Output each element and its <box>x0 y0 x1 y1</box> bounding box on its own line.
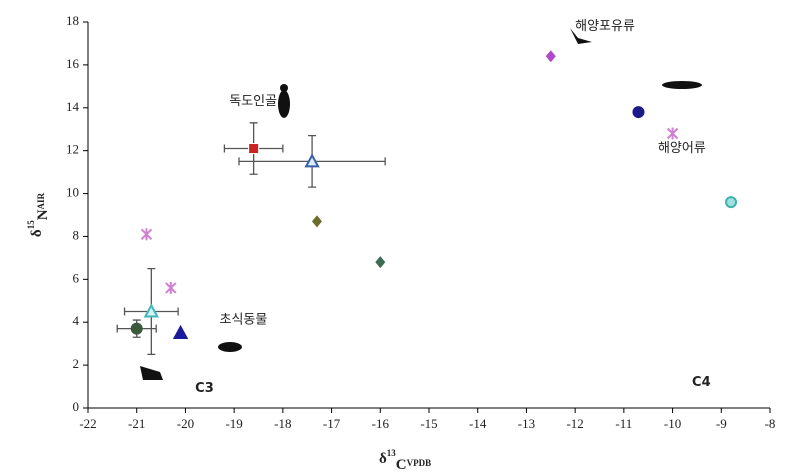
x-axis-title-part: 13 <box>387 448 397 458</box>
boar-icon <box>218 342 242 352</box>
x-tick-label: -22 <box>79 416 96 431</box>
y-tick-label: 16 <box>66 56 80 71</box>
point <box>725 196 738 209</box>
x-tick-label: -9 <box>716 416 727 431</box>
point <box>248 143 260 155</box>
fish-icon <box>662 81 702 89</box>
y-tick-label: 2 <box>73 356 80 371</box>
x-tick-label: -16 <box>372 416 390 431</box>
x-axis-title: δ13CVPDB <box>379 448 431 473</box>
annotation: C4 <box>692 375 711 390</box>
seal-icon <box>570 28 592 44</box>
x-axis-title-part: δ <box>379 451 387 467</box>
x-axis-title-part: VPDB <box>407 458 432 468</box>
annotation: 해양어류 <box>658 141 706 156</box>
y-tick-label: 6 <box>73 270 80 285</box>
x-tick-label: -10 <box>664 416 681 431</box>
y-tick-label: 8 <box>73 227 80 242</box>
y-tick-label: 12 <box>66 142 79 157</box>
y-axis-title: δ15NAIR <box>26 192 51 237</box>
x-tick-label: -21 <box>128 416 145 431</box>
y-axis-title-part: δ <box>29 229 45 237</box>
x-axis-title-part: C <box>396 457 407 473</box>
x-tick-label: -8 <box>765 416 776 431</box>
point <box>172 324 189 339</box>
x-tick-label: -19 <box>225 416 242 431</box>
point <box>140 228 153 241</box>
human-head-icon <box>280 84 288 92</box>
point <box>375 256 386 269</box>
point <box>311 215 322 228</box>
y-axis-title-part: N <box>35 209 51 220</box>
x-tick-label: -13 <box>518 416 535 431</box>
annotation: C3 <box>195 381 214 396</box>
y-tick-label: 4 <box>73 313 80 328</box>
y-tick-label: 10 <box>66 185 79 200</box>
annotation: 독도인골 <box>229 94 277 109</box>
x-tick-label: -15 <box>420 416 437 431</box>
y-axis-title-part: 15 <box>26 220 36 230</box>
x-tick-label: -11 <box>615 416 632 431</box>
y-tick-label: 14 <box>66 99 80 114</box>
x-tick-label: -14 <box>469 416 487 431</box>
annotation: 초식동물 <box>220 313 268 328</box>
y-tick-label: 0 <box>73 399 80 414</box>
deer-icon <box>140 366 163 380</box>
x-tick-label: -12 <box>566 416 583 431</box>
point <box>545 50 556 63</box>
x-tick-label: -20 <box>177 416 194 431</box>
y-axis-title-part: AIR <box>36 192 46 209</box>
x-tick-label: -17 <box>323 416 341 431</box>
x-tick-label: -18 <box>274 416 291 431</box>
annotation: 해양포유류 <box>575 19 635 34</box>
point <box>632 106 645 119</box>
point <box>165 281 177 294</box>
y-tick-label: 18 <box>66 13 79 28</box>
point <box>666 127 679 140</box>
point <box>143 303 160 318</box>
point <box>304 153 320 168</box>
point <box>130 322 143 335</box>
human-icon <box>278 90 290 118</box>
icons <box>140 28 702 380</box>
